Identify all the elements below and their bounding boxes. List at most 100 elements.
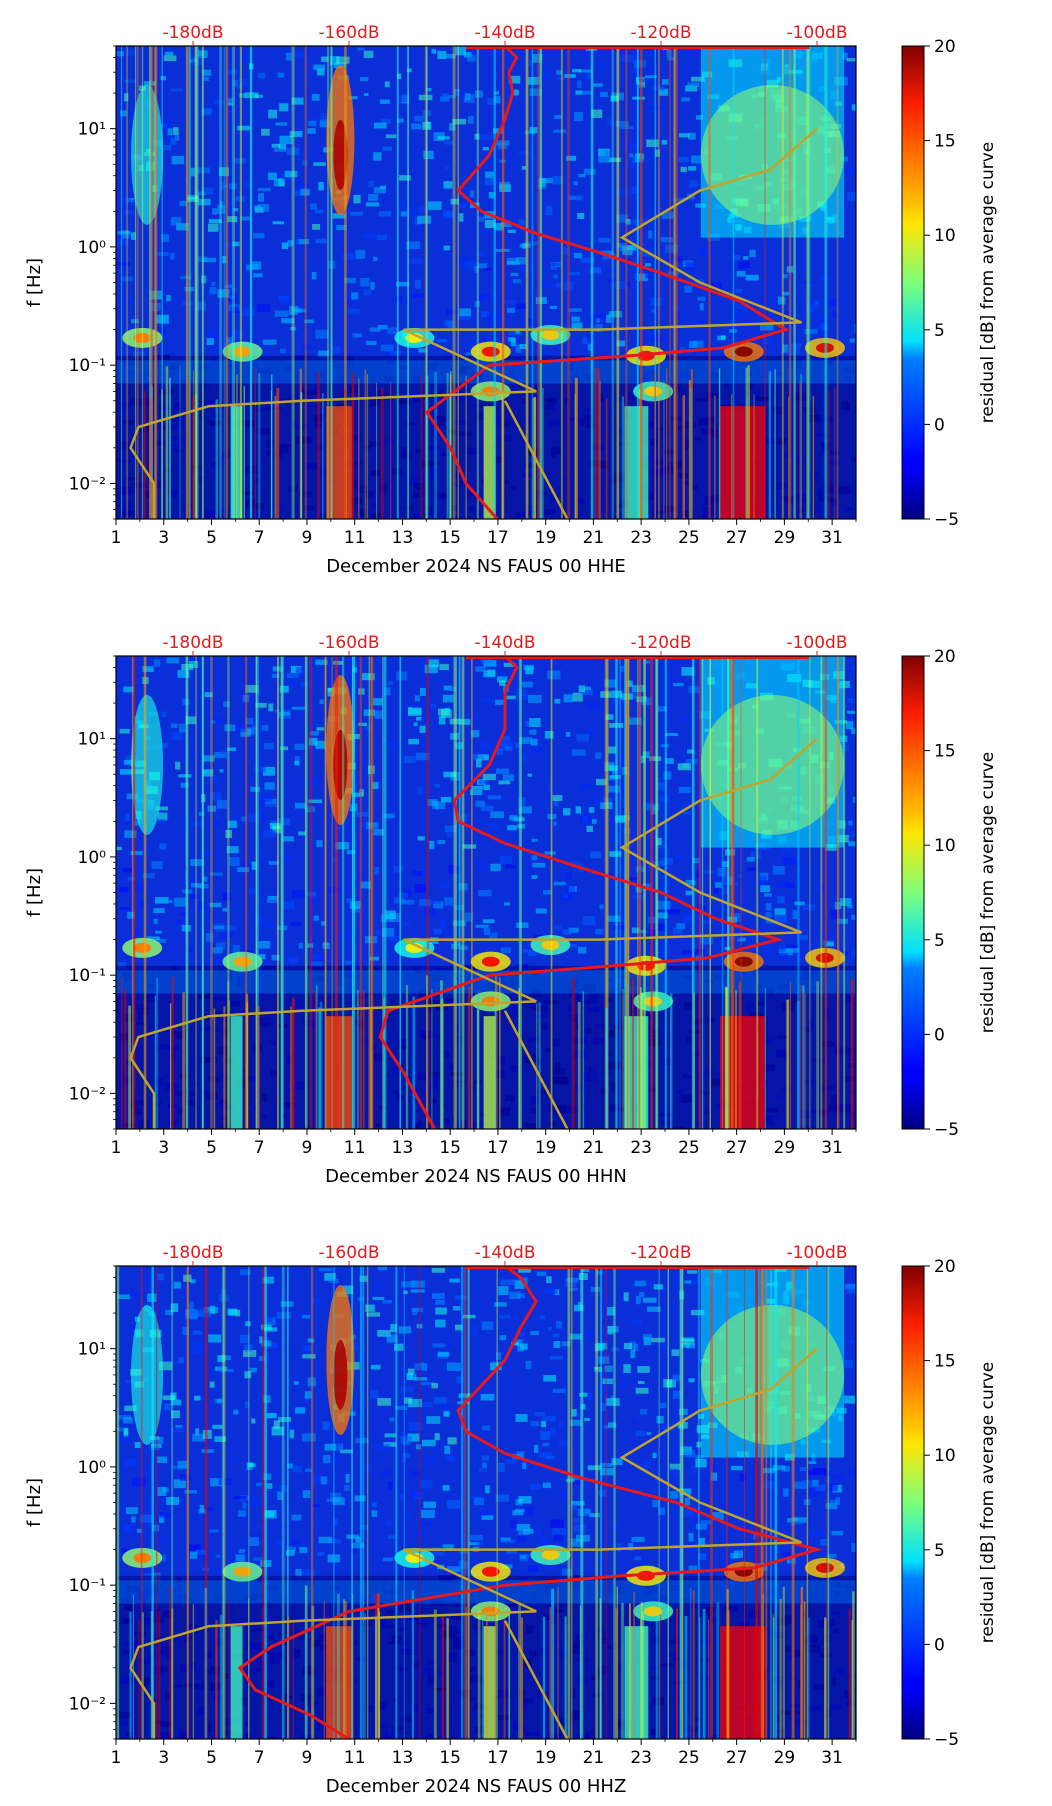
- y-tick-label: 10⁻¹: [69, 966, 106, 986]
- colorbar-tick-label: 20: [934, 647, 956, 667]
- x-tick-label: 17: [487, 1138, 509, 1158]
- y-tick-label: 10⁻²: [69, 1694, 106, 1714]
- x-tick-label: 5: [206, 528, 217, 548]
- x-tick-label: 1: [111, 1138, 122, 1158]
- x-tick-label: 7: [254, 528, 265, 548]
- top-axis-label: -180dB: [162, 633, 223, 653]
- colorbar-tick-label: 5: [934, 931, 945, 951]
- y-tick-label: 10¹: [78, 120, 106, 140]
- x-tick-label: 21: [583, 528, 605, 548]
- x-tick-label: 27: [726, 528, 748, 548]
- spectrogram-heatmap: [116, 1266, 856, 1739]
- colorbar-tick-label: 15: [934, 132, 956, 152]
- y-tick-label: 10⁻¹: [69, 356, 106, 376]
- colorbar-tick-label: 0: [934, 1025, 945, 1045]
- spectrogram-heatmap: [116, 46, 856, 519]
- colorbar-label: residual [dB] from average curve: [978, 752, 998, 1033]
- x-tick-label: 9: [302, 1748, 313, 1768]
- colorbar-tick-label: 10: [934, 836, 956, 856]
- x-tick-label: 23: [630, 1138, 652, 1158]
- x-tick-label: 31: [821, 1748, 843, 1768]
- x-tick-label: 17: [487, 1748, 509, 1768]
- colorbar: [901, 45, 925, 520]
- spectrogram-heatmap: [116, 656, 856, 1129]
- x-tick-label: 17: [487, 528, 509, 548]
- top-axis-label: -120dB: [630, 633, 691, 653]
- colorbar-tick-label: −5: [934, 1730, 959, 1750]
- x-tick-label: 25: [678, 528, 700, 548]
- colorbar-tick-label: 10: [934, 226, 956, 246]
- reference-model-curve: [129, 1347, 818, 1739]
- x-tick-label: 13: [392, 1138, 414, 1158]
- x-tick-label: 11: [344, 1748, 366, 1768]
- top-axis-label: -160dB: [318, 23, 379, 43]
- colorbar-tick-label: 5: [934, 321, 945, 341]
- top-axis-label: -140dB: [474, 633, 535, 653]
- x-tick-label: 29: [774, 1748, 796, 1768]
- y-tick-label: 10⁰: [78, 238, 107, 258]
- y-axis-label: f [Hz]: [24, 258, 45, 307]
- x-tick-label: 29: [774, 528, 796, 548]
- y-tick-label: 10⁰: [78, 1458, 107, 1478]
- colorbar-tick-label: 5: [934, 1541, 945, 1561]
- average-psd-curve: [424, 46, 790, 519]
- x-tick-label: 21: [583, 1138, 605, 1158]
- top-axis-label: -140dB: [474, 1243, 535, 1263]
- x-tick-label: 3: [158, 1138, 169, 1158]
- colorbar-tick-label: 0: [934, 415, 945, 435]
- x-tick-label: 25: [678, 1138, 700, 1158]
- x-tick-label: 3: [158, 528, 169, 548]
- reference-model-curve: [503, 1620, 569, 1739]
- x-tick-label: 13: [392, 528, 414, 548]
- x-tick-label: 23: [630, 1748, 652, 1768]
- average-psd-curve: [237, 1266, 823, 1739]
- colorbar-tick-label: 15: [934, 742, 956, 762]
- colorbar-tick-label: −5: [934, 1120, 959, 1140]
- x-tick-label: 5: [206, 1748, 217, 1768]
- x-tick-label: 15: [439, 1138, 461, 1158]
- x-tick-label: 19: [535, 1748, 557, 1768]
- x-tick-label: 19: [535, 1138, 557, 1158]
- x-tick-label: 25: [678, 1748, 700, 1768]
- top-red-band: [466, 656, 810, 659]
- x-tick-label: 9: [302, 528, 313, 548]
- colorbar: [901, 655, 925, 1130]
- colorbar-label: residual [dB] from average curve: [978, 142, 998, 423]
- y-tick-label: 10⁰: [78, 848, 107, 868]
- x-tick-label: 23: [630, 528, 652, 548]
- colorbar-tick-label: 20: [934, 37, 956, 57]
- x-tick-label: 5: [206, 1138, 217, 1158]
- reference-model-curve: [129, 737, 818, 1129]
- top-axis-label: -180dB: [162, 23, 223, 43]
- x-axis-label: December 2024 NS FAUS 00 HHZ: [326, 1776, 627, 1797]
- x-tick-label: 3: [158, 1748, 169, 1768]
- x-tick-label: 9: [302, 1138, 313, 1158]
- x-tick-label: 29: [774, 1138, 796, 1158]
- x-axis-label: December 2024 NS FAUS 00 HHE: [326, 556, 626, 577]
- y-tick-label: 10⁻²: [69, 474, 106, 494]
- x-tick-label: 7: [254, 1748, 265, 1768]
- x-tick-label: 31: [821, 1138, 843, 1158]
- reference-model-curve: [503, 400, 569, 519]
- x-tick-label: 15: [439, 528, 461, 548]
- top-axis-label: -120dB: [630, 23, 691, 43]
- colorbar-tick-label: 10: [934, 1446, 956, 1466]
- x-tick-label: 11: [344, 1138, 366, 1158]
- y-tick-label: 10⁻¹: [69, 1576, 106, 1596]
- y-axis-label: f [Hz]: [24, 868, 45, 917]
- x-axis-label: December 2024 NS FAUS 00 HHN: [325, 1166, 627, 1187]
- colorbar-label: residual [dB] from average curve: [978, 1362, 998, 1643]
- y-axis-label: f [Hz]: [24, 1478, 45, 1527]
- top-axis-label: -100dB: [786, 1243, 847, 1263]
- top-axis-label: -120dB: [630, 1243, 691, 1263]
- colorbar: [901, 1265, 925, 1740]
- x-tick-label: 11: [344, 528, 366, 548]
- x-tick-label: 7: [254, 1138, 265, 1158]
- x-tick-label: 27: [726, 1748, 748, 1768]
- top-axis-label: -160dB: [318, 633, 379, 653]
- average-psd-curve: [378, 656, 784, 1129]
- top-axis-label: -140dB: [474, 23, 535, 43]
